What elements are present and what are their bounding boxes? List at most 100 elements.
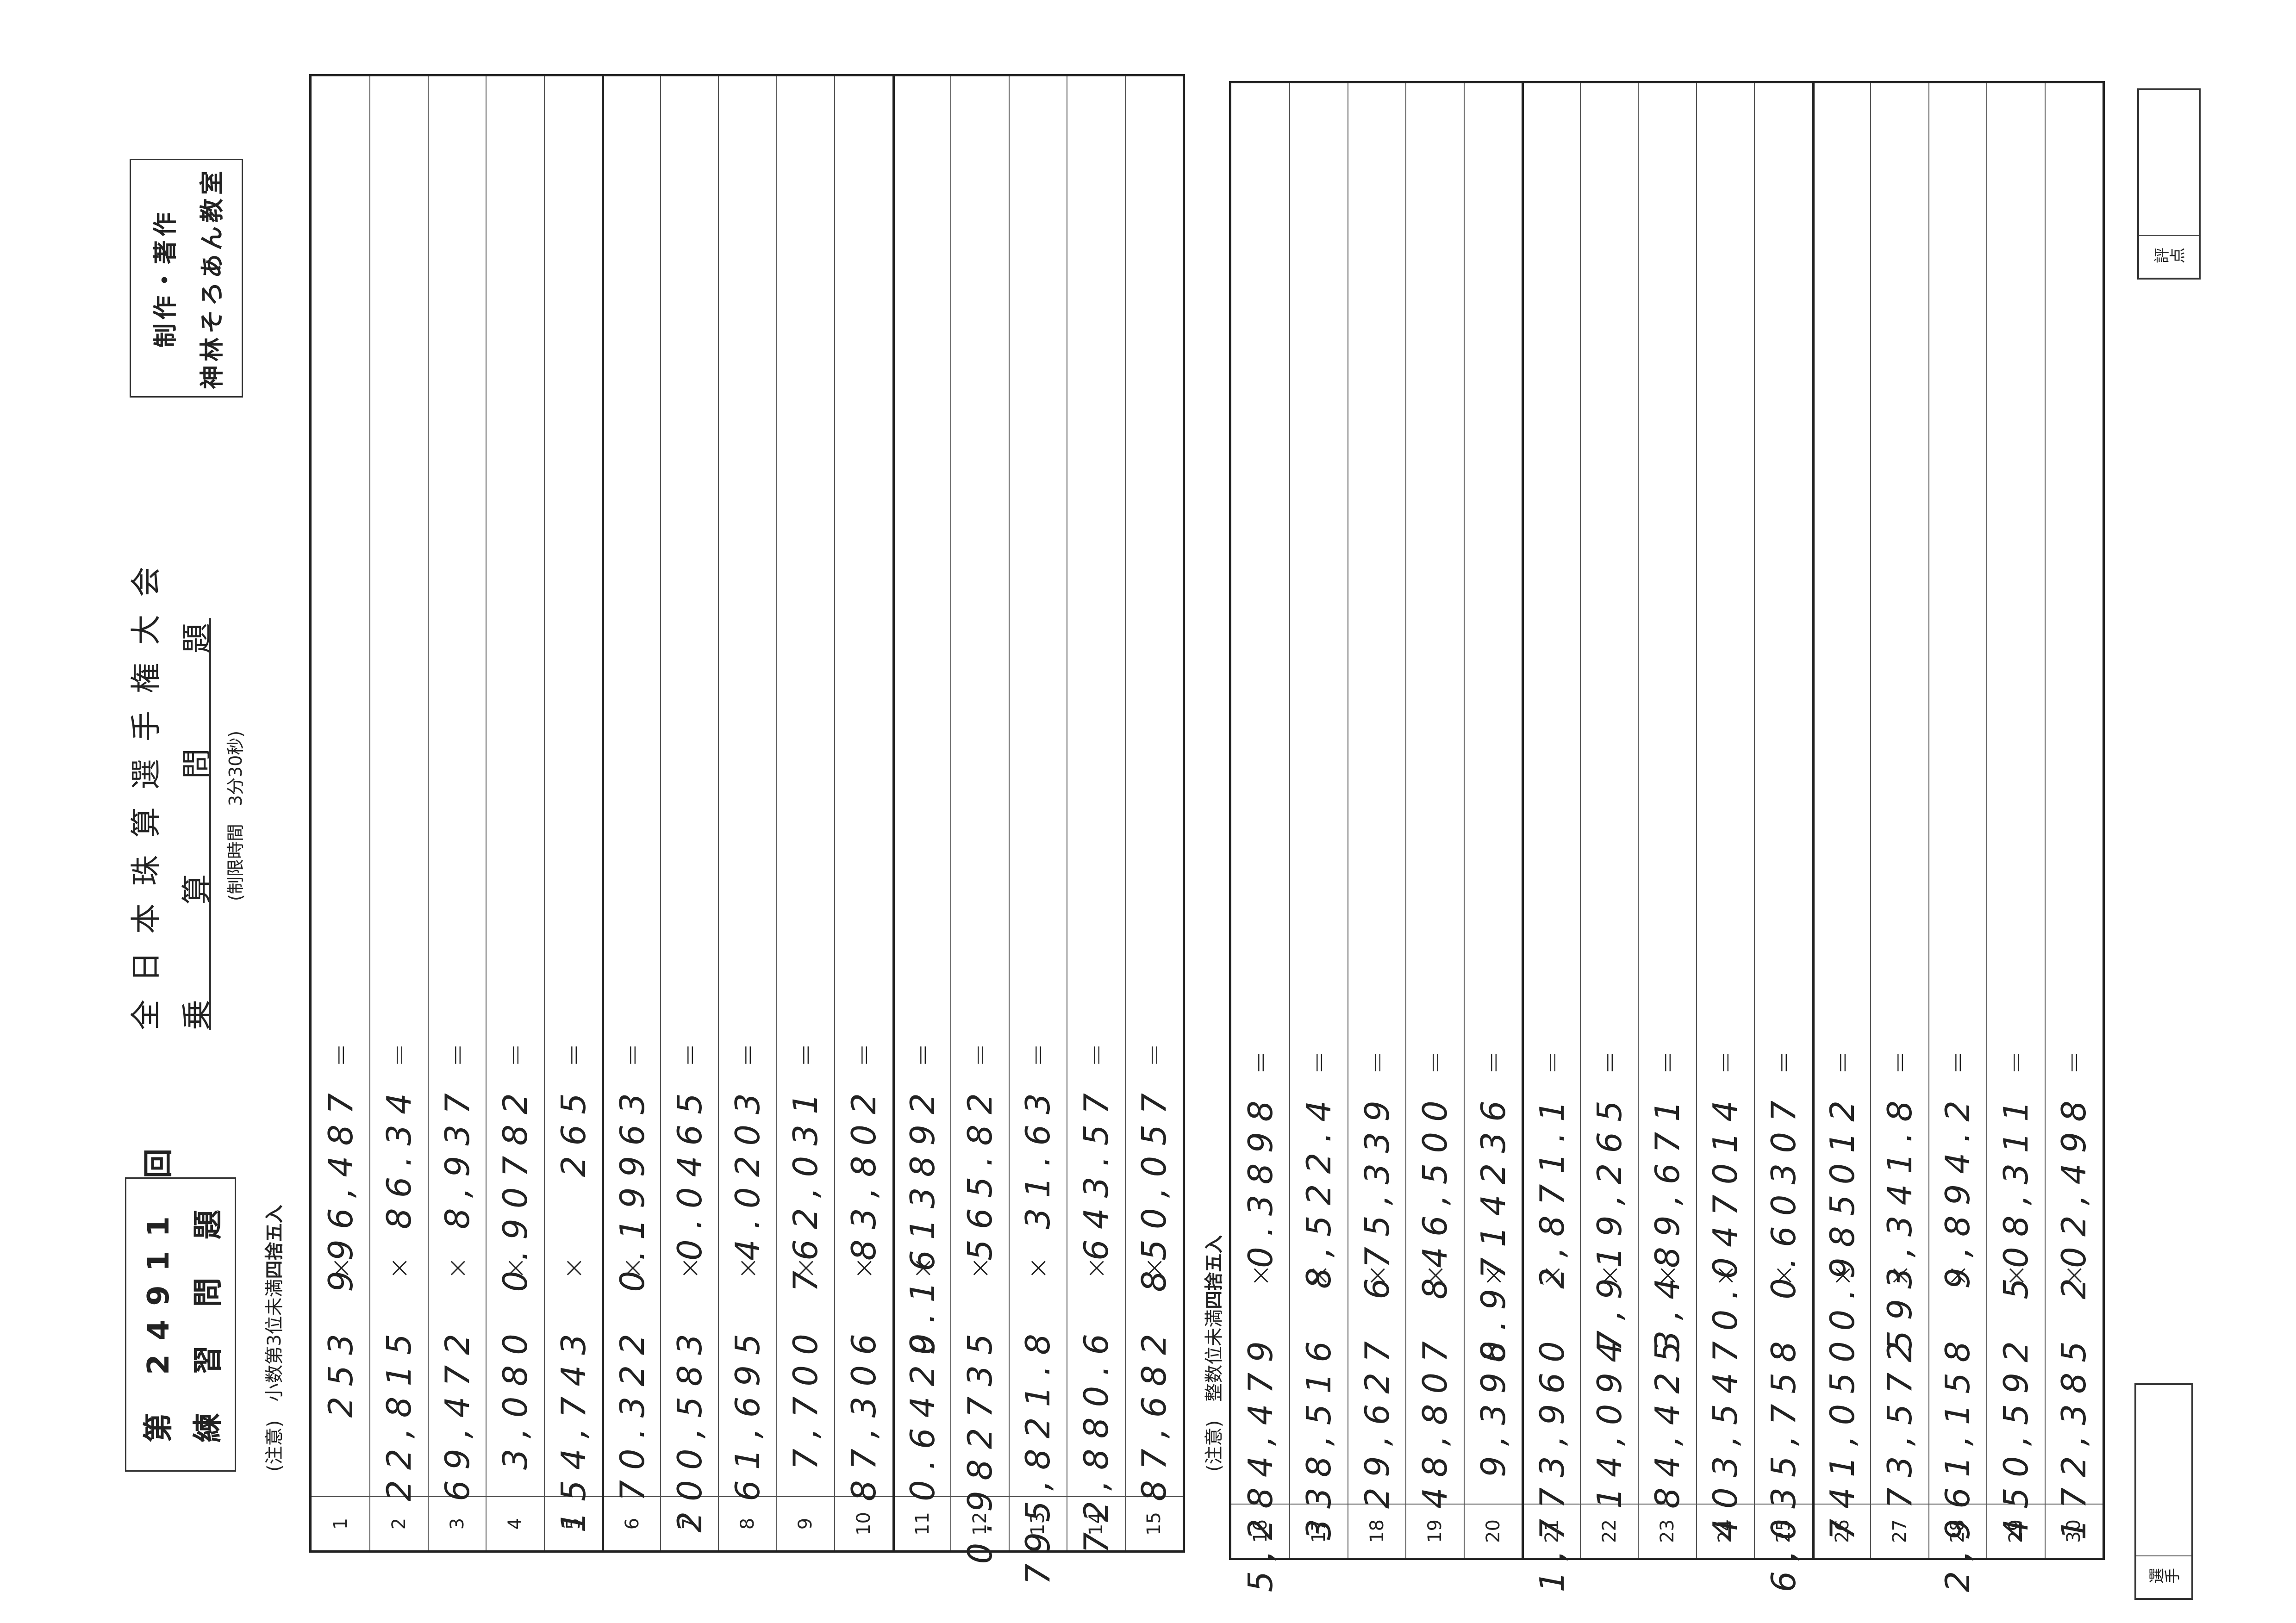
equals-sign: =	[441, 1043, 474, 1067]
problem-number: 15	[1125, 1496, 1183, 1550]
multiplier: 996,487	[321, 1083, 360, 1292]
answer-field[interactable]	[1524, 83, 1579, 1039]
equals-sign: =	[1767, 1051, 1800, 1075]
problem-row: 8 61,695 × 4.0203 =	[718, 76, 776, 1550]
equals-sign: =	[847, 1043, 880, 1067]
multiplicand: 1,773,960	[1532, 1331, 1572, 1592]
player-label: 選手	[2136, 1555, 2191, 1598]
multiplier: 0.9714236	[1473, 1090, 1513, 1362]
multiplicand: 338,516	[1299, 1331, 1339, 1540]
multiplicand: 0.982735	[960, 1324, 999, 1564]
answer-field[interactable]	[429, 76, 486, 1032]
problem-row: 10 87,306 × 83,802 =	[834, 76, 892, 1550]
equals-sign: =	[324, 1043, 357, 1067]
answer-field[interactable]	[1465, 83, 1522, 1039]
multiplicand: 70.322	[612, 1324, 652, 1501]
answer-field[interactable]	[895, 76, 950, 1032]
problem-row: 21 1,773,960 × 2,871.1 =	[1522, 83, 1580, 1592]
times-sign: ×	[557, 1256, 590, 1280]
multiplier: 83,802	[844, 1083, 883, 1261]
answer-field[interactable]	[1126, 76, 1183, 1032]
problem-row: 19 48,807 × 846,500 =	[1405, 83, 1464, 1558]
answer-field[interactable]	[1697, 83, 1754, 1039]
equals-sign: =	[1651, 1051, 1684, 1075]
multiplicand: 87,306	[844, 1324, 883, 1501]
answer-field[interactable]	[312, 76, 369, 1032]
multiplier: 0.60307	[1764, 1090, 1803, 1300]
times-sign: ×	[441, 1256, 474, 1280]
problem-row: 3 69,472 × 8,937 =	[427, 76, 486, 1550]
answer-field[interactable]	[1871, 83, 1928, 1039]
multiplicand: 72,880.6	[1076, 1324, 1116, 1554]
problem-number: 1	[312, 1496, 370, 1550]
multiplier: 0.3898	[1241, 1090, 1280, 1268]
multiplier: 8,522.4	[1299, 1090, 1339, 1289]
answer-field[interactable]	[1987, 83, 2044, 1039]
equals-sign: =	[963, 1043, 996, 1067]
note-emphasis: 四捨五入	[1204, 1235, 1225, 1309]
answer-field[interactable]	[2046, 83, 2103, 1039]
multiplicand: 22,815	[380, 1324, 419, 1501]
multiplier: 31.63	[1018, 1083, 1058, 1230]
multiplicand: 200,583	[670, 1324, 709, 1533]
answer-field[interactable]	[1290, 83, 1347, 1039]
answer-field[interactable]	[1010, 76, 1067, 1032]
multiplicand: 6,035,758	[1764, 1331, 1803, 1592]
credit-box: 制作・著作 神林そろあん教室	[130, 159, 243, 398]
multiplier: 0.985012	[1822, 1090, 1862, 1331]
problem-row: 7 200,583 × 0.0465 =	[660, 76, 718, 1550]
multiplicand: 172,385	[2054, 1331, 2094, 1540]
answer-field[interactable]	[604, 76, 660, 1032]
equals-sign: =	[673, 1043, 706, 1067]
problem-row: 24 403,547 × 0.047014 =	[1696, 83, 1754, 1558]
multiplier: 2,871.1	[1532, 1090, 1572, 1289]
answer-field[interactable]	[1581, 83, 1638, 1039]
problem-number: 23	[1639, 1504, 1696, 1558]
problem-number: 10	[835, 1496, 892, 1550]
answer-field[interactable]	[1406, 83, 1463, 1039]
equals-sign: =	[1826, 1051, 1859, 1075]
problem-number: 9	[777, 1496, 835, 1550]
answer-field[interactable]	[719, 76, 776, 1032]
answer-field[interactable]	[1929, 83, 1986, 1039]
problem-row: 4 3,080 × 0.90782 =	[486, 76, 544, 1550]
problem-number: 2	[370, 1496, 428, 1550]
equals-sign: =	[383, 1043, 416, 1067]
answer-field[interactable]	[1639, 83, 1696, 1039]
answer-field[interactable]	[545, 76, 602, 1032]
answer-field[interactable]	[370, 76, 427, 1032]
practice-title: 練 習 問 題	[191, 1196, 225, 1443]
answer-field[interactable]	[487, 76, 543, 1032]
multiplicand: 253	[321, 1324, 360, 1418]
equals-sign: =	[906, 1043, 939, 1067]
answer-field[interactable]	[835, 76, 892, 1032]
multiplier: 565.82	[960, 1083, 999, 1261]
answer-field[interactable]	[1231, 83, 1289, 1039]
title-underline	[209, 618, 211, 1030]
equals-sign: =	[789, 1043, 822, 1067]
multiplier: 0.0465	[670, 1083, 709, 1261]
answer-field[interactable]	[1348, 83, 1405, 1039]
answer-field[interactable]	[1815, 83, 1870, 1039]
problem-number: 19	[1406, 1504, 1464, 1558]
answer-field[interactable]	[661, 76, 718, 1032]
multiplicand: 450,592	[1996, 1331, 2035, 1540]
problem-row: 2 22,815 × 86.34 =	[369, 76, 428, 1550]
player-name-box[interactable]: 選手	[2134, 1383, 2193, 1600]
problem-table-2: 16 5,284,479 × 0.3898 = 17 338,516 × 8,522.4 = 18 2…	[1229, 81, 2105, 1592]
problem-number: 4	[487, 1496, 544, 1550]
multiplicand: 7,700	[786, 1324, 825, 1470]
answer-field[interactable]	[1067, 76, 1124, 1032]
equals-sign: =	[1593, 1051, 1626, 1075]
multiplier: 508,311	[1996, 1090, 2035, 1300]
multiplicand: 3,080	[496, 1324, 535, 1470]
multiplier: 0.90782	[496, 1083, 535, 1292]
score-box[interactable]: 評点	[2137, 88, 2201, 280]
equals-sign: =	[1477, 1051, 1510, 1075]
answer-field[interactable]	[1755, 83, 1812, 1039]
answer-field[interactable]	[951, 76, 1008, 1032]
problem-row: 11 0.6429 × 0.1613892 =	[892, 76, 951, 1550]
equals-sign: =	[1360, 1051, 1393, 1075]
answer-field[interactable]	[777, 76, 834, 1032]
